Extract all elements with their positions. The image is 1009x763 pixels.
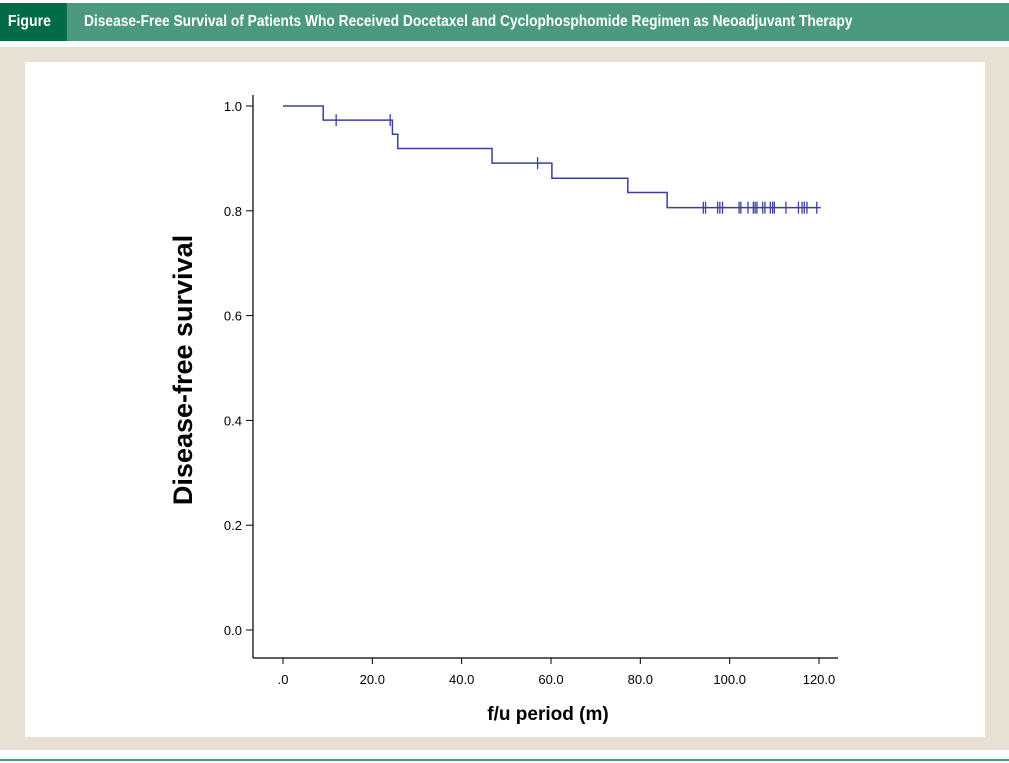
survival-curve bbox=[283, 105, 821, 209]
y-tick-label: 0.6 bbox=[224, 309, 242, 324]
x-tick-label: 20.0 bbox=[360, 672, 385, 687]
x-tick-label: 80.0 bbox=[628, 672, 653, 687]
x-tick-label: 60.0 bbox=[538, 672, 563, 687]
x-tick-label: 120.0 bbox=[803, 672, 836, 687]
figure-label: Figure 1 bbox=[0, 3, 67, 68]
x-tick-label: .0 bbox=[278, 672, 289, 687]
figure-header: Figure 1 Disease-Free Survival of Patien… bbox=[0, 3, 1009, 68]
y-axis-label: Disease-free survival bbox=[168, 235, 198, 505]
x-tick-label: 100.0 bbox=[713, 672, 746, 687]
y-tick-label: 0.4 bbox=[224, 413, 242, 428]
x-axis-label: f/u period (m) bbox=[487, 704, 608, 725]
bottom-rule bbox=[0, 759, 1009, 761]
y-tick-label: 0.2 bbox=[224, 518, 242, 533]
y-tick-label: 0.8 bbox=[224, 204, 242, 219]
y-tick-label: 0.0 bbox=[224, 623, 242, 638]
figure-title: Disease-Free Survival of Patients Who Re… bbox=[84, 13, 853, 30]
chart-panel bbox=[25, 62, 985, 737]
x-tick-label: 40.0 bbox=[449, 672, 474, 687]
y-tick-label: 1.0 bbox=[224, 99, 242, 114]
